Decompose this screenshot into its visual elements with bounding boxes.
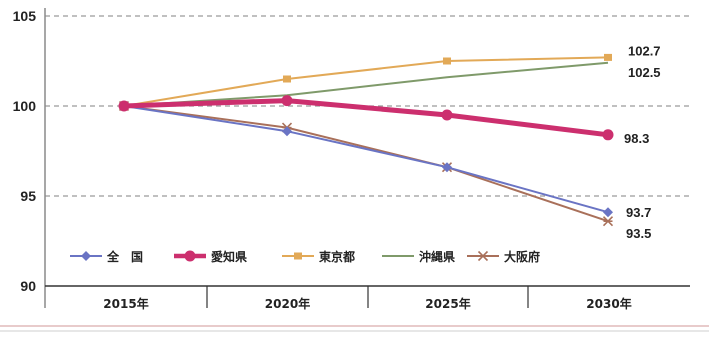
marker-circle [602,129,614,141]
end-label-national: 93.7 [626,205,651,220]
series-path [123,56,609,107]
y-tick-label: 100 [13,98,37,114]
marker-square [443,57,451,65]
marker-circle [281,95,293,107]
marker-square [294,252,302,260]
legend-item-3: 東京都 [282,249,355,264]
legend: 全 国 愛知県 東京都 沖縄県 大阪府 [70,249,540,264]
x-tick-label: 2020年 [265,296,310,311]
marker-diamond [603,207,613,218]
legend-label: 全 国 [106,249,143,264]
legend-label: 東京都 [319,249,355,264]
marker-diamond [442,162,452,173]
x-tick-label: 2030年 [586,296,631,311]
y-tick-label: 90 [20,278,36,294]
end-label-okinawa: 102.5 [628,65,661,80]
marker-circle [441,109,453,121]
marker-diamond [282,126,292,137]
x-tick-label: 2025年 [425,296,470,311]
end-label-tokyo: 102.7 [628,43,661,58]
marker-square [604,53,612,61]
legend-item-2: 愛知県 [174,249,247,264]
marker-diamond [81,251,91,261]
y-tick-label: 105 [13,8,37,24]
legend-item-1: 全 国 [70,249,143,264]
x-axis-ticks: 2015年 2020年 2025年 2030年 [103,296,631,311]
legend-item-4: 沖縄県 [382,249,455,264]
marker-square [283,75,291,83]
legend-item-5: 大阪府 [467,249,540,264]
y-axis-ticks: 90 95 100 105 [13,8,37,294]
series-path [123,98,609,138]
y-tick-label: 95 [20,188,36,204]
end-label-aichi: 98.3 [624,131,649,146]
marker-circle [118,100,130,112]
legend-label: 愛知県 [211,249,247,264]
series-line-1 [119,101,613,218]
series-path [123,61,609,107]
marker-asterisk [477,250,489,262]
axes [44,8,690,308]
bottom-edge [0,325,709,332]
series-line-4 [123,61,609,107]
x-tick-label: 2015年 [103,296,148,311]
series-group [118,53,614,227]
legend-label: 沖縄県 [419,249,455,264]
series-line-2 [118,95,614,141]
marker-circle [184,250,196,262]
legend-label: 大阪府 [504,249,540,264]
marker-asterisk [602,216,614,227]
series-path [123,105,609,214]
series-line-5 [118,100,614,227]
end-labels: 102.7 102.5 98.3 93.7 93.5 [624,43,661,241]
series-path [123,105,609,223]
end-label-osaka: 93.5 [626,226,651,241]
